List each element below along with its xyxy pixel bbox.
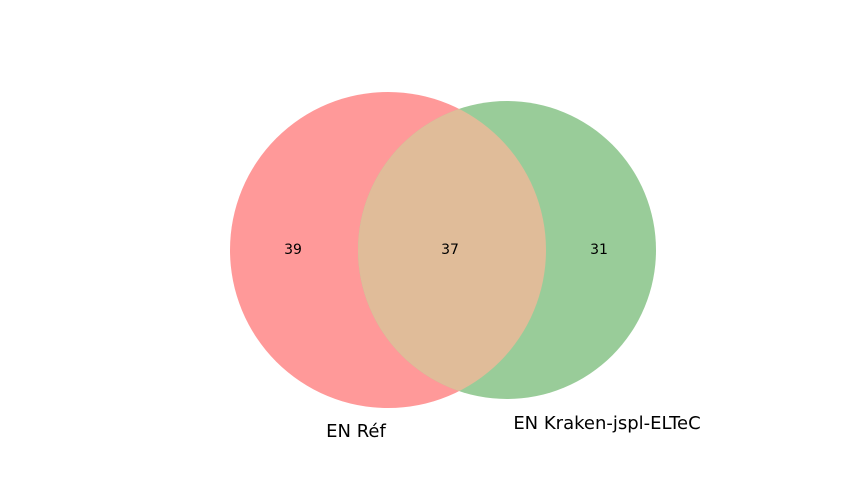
set-label-en-kraken: EN Kraken-jspl-ELTeC	[513, 413, 700, 434]
count-intersection: 37	[441, 242, 459, 258]
count-right-only: 31	[590, 242, 608, 258]
count-left-only: 39	[284, 242, 302, 258]
set-label-en-ref: EN Réf	[326, 421, 386, 442]
intersection-region	[358, 101, 546, 399]
